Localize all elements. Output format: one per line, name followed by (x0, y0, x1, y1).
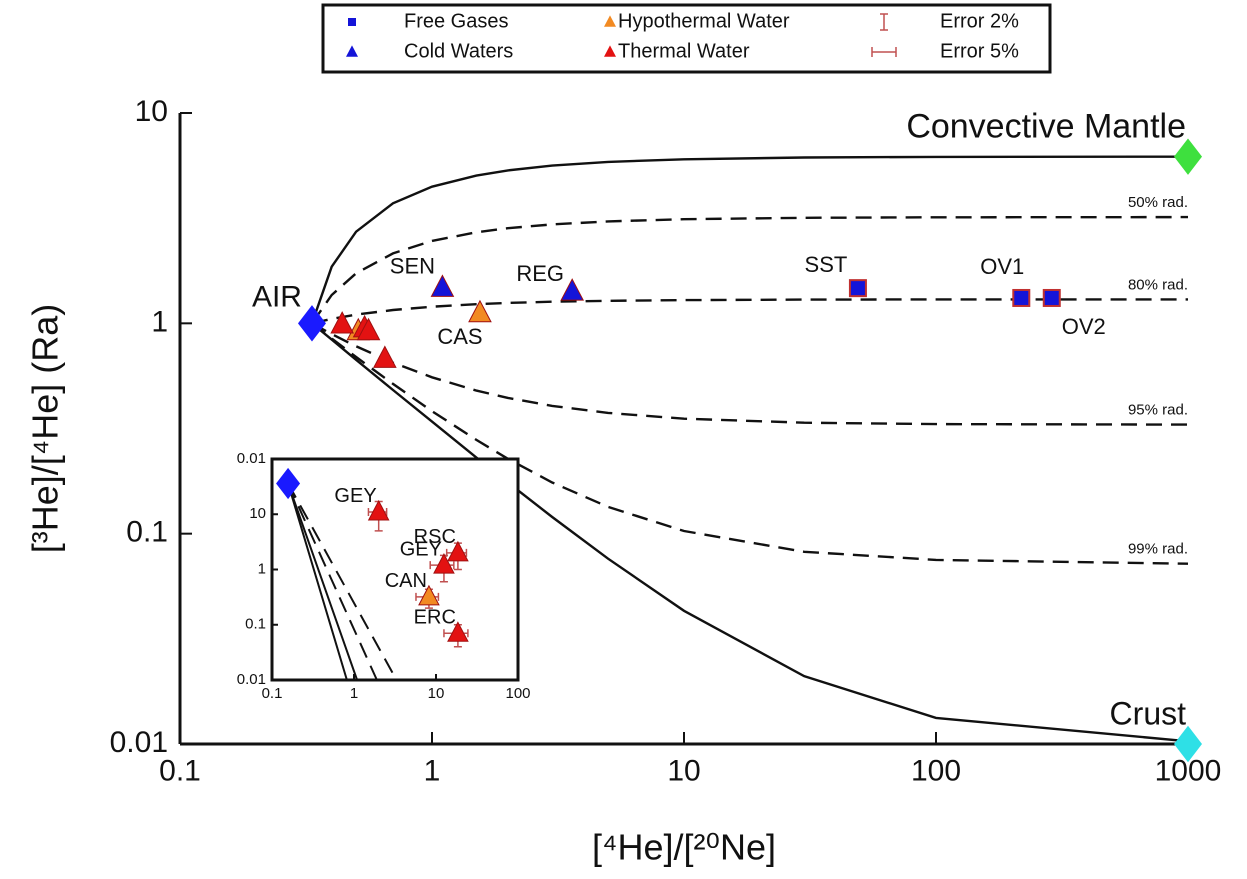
y-tick-label: 10 (249, 505, 266, 522)
data-point (1042, 288, 1061, 307)
legend-error-icon (880, 13, 888, 31)
curve-label-bg (1102, 275, 1188, 294)
curve-label: 95% rad. (1128, 402, 1188, 419)
data-point (367, 499, 390, 521)
curve-label: 99% rad. (1128, 541, 1188, 558)
mixing-curve (287, 483, 359, 681)
x-tick-label: 0.1 (159, 754, 201, 787)
mixing-curve (310, 155, 1189, 324)
end-member-label: Convective Mantle (906, 108, 1186, 146)
data-point (418, 584, 440, 606)
point-label: OV1 (980, 254, 1024, 279)
legend-label: Free Gases (404, 10, 508, 32)
legend-box (321, 3, 1052, 74)
end-member-label: Crust (1110, 695, 1187, 731)
x-tick-label: 1 (424, 754, 441, 787)
y-tick-label: 0.01 (110, 726, 168, 759)
y-tick-label: 10 (135, 95, 168, 128)
x-tick-label: 10 (428, 685, 445, 702)
end-member-point (276, 467, 301, 500)
point-label: SST (805, 252, 848, 277)
end-member-point (297, 305, 326, 342)
data-point (447, 621, 469, 642)
x-tick-label: 1 (350, 685, 358, 702)
point-label: CAN (385, 570, 427, 592)
legend-label: Cold Waters (404, 40, 513, 62)
data-point (330, 311, 354, 334)
mixing-curve (311, 322, 1189, 426)
point-label: ERC (414, 607, 456, 629)
point-label: GEY (334, 485, 376, 507)
curve-label-bg (1102, 400, 1188, 419)
mixing-curve (287, 483, 398, 681)
point-label: REG (516, 261, 564, 286)
end-member-label: AIR (252, 280, 302, 313)
y-tick-label: 0.01 (237, 450, 266, 467)
y-axis-label: [³He]/[⁴He] (Ra) (25, 304, 66, 554)
legend-marker (604, 15, 616, 27)
end-member-point (1174, 138, 1202, 175)
legend-label: Hypothermal Water (618, 10, 790, 32)
point-label: SEN (390, 253, 435, 278)
legend-error-icon (871, 47, 897, 57)
mixing-curve (287, 483, 348, 681)
legend-label: Error 2% (940, 10, 1019, 32)
point-label: CAS (437, 324, 482, 349)
mixing-curve (287, 483, 378, 681)
y-tick-label: 1 (258, 560, 266, 577)
curve-label: 50% rad. (1128, 194, 1188, 211)
curve-label: 80% rad. (1128, 276, 1188, 293)
legend-label: Thermal Water (618, 40, 750, 62)
data-point (560, 278, 585, 301)
data-point (356, 317, 381, 341)
end-member-point (1174, 725, 1202, 763)
point-label: GEY (400, 538, 442, 560)
y-tick-label: 0.1 (126, 516, 168, 549)
y-tick-label: 1 (151, 305, 168, 338)
data-point (430, 274, 455, 297)
curve-label-bg (1102, 539, 1188, 558)
point-label: RSC (414, 526, 456, 548)
y-tick-label: 0.01 (237, 671, 266, 688)
data-point (373, 345, 397, 368)
x-axis-label: [⁴He]/[²⁰Ne] (592, 827, 776, 868)
data-point (447, 540, 469, 562)
point-label: OV2 (1062, 314, 1106, 339)
x-tick-label: 10 (667, 754, 700, 787)
legend-marker (346, 45, 358, 57)
x-tick-label: 100 (505, 685, 530, 702)
curve-label-bg (1102, 193, 1188, 212)
mixing-curve (311, 215, 1189, 324)
data-point (848, 279, 867, 298)
legend-label: Error 5% (940, 40, 1019, 62)
data-point (1012, 288, 1031, 307)
x-tick-label: 0.1 (262, 685, 283, 702)
data-point (468, 299, 492, 323)
legend-marker (348, 18, 356, 26)
legend-marker (604, 45, 616, 57)
data-point (433, 553, 455, 574)
y-tick-label: 0.1 (245, 616, 266, 633)
x-tick-label: 100 (911, 754, 961, 787)
